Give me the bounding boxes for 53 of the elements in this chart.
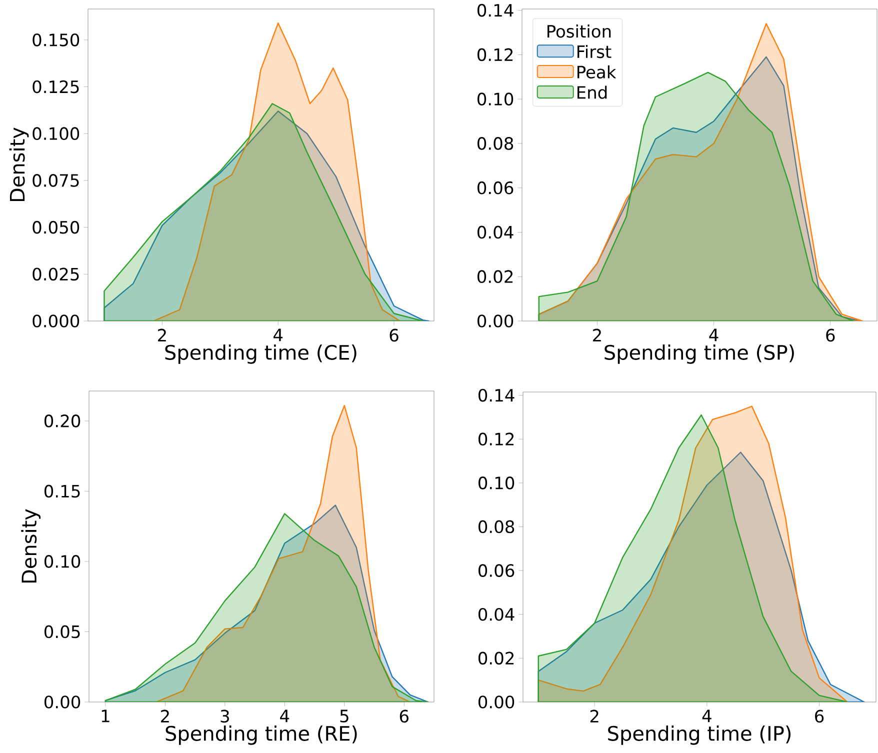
- legend-label: Peak: [578, 65, 616, 78]
- x-tick-label: 2: [593, 328, 601, 342]
- legend-label: First: [578, 44, 612, 58]
- y-tick-label: 0.08: [478, 137, 514, 150]
- x-tick-label: 2: [158, 328, 166, 342]
- y-tick-label: 0.10: [478, 92, 514, 106]
- x-axis-title: Spending time (CE): [165, 344, 356, 364]
- y-tick-label: 0.06: [478, 564, 514, 577]
- x-tick-label: 4: [280, 710, 290, 722]
- y-tick-label: 0.075: [32, 174, 79, 187]
- y-tick-label: 0.100: [32, 127, 80, 140]
- x-axis-title: Spending time (RE): [166, 725, 357, 745]
- x-tick-label: 4: [709, 328, 718, 342]
- y-tick-label: 0.14: [478, 4, 514, 17]
- y-tick-label: 0.06: [478, 181, 514, 194]
- y-axis-title: Density: [9, 128, 29, 202]
- y-tick-label: 0.10: [478, 476, 514, 490]
- y-tick-label: 0.04: [478, 226, 514, 239]
- x-tick-label: 6: [390, 328, 398, 342]
- x-axis-title: Spending time (IP): [608, 725, 791, 745]
- x-tick-label: 6: [826, 328, 835, 342]
- y-tick-label: 0.00: [44, 696, 80, 708]
- x-tick-label: 6: [815, 710, 824, 723]
- y-tick-label: 0.10: [44, 555, 80, 568]
- y-tick-label: 0.20: [44, 414, 80, 428]
- x-tick-label: 5: [340, 710, 348, 722]
- x-tick-label: 1: [102, 710, 110, 722]
- y-tick-label: 0.150: [32, 33, 80, 46]
- y-tick-label: 0.050: [32, 220, 80, 234]
- y-tick-label: 0.00: [478, 314, 514, 328]
- x-tick-label: 4: [274, 328, 283, 342]
- legend-title: Position: [548, 24, 611, 38]
- legend-label: End: [578, 86, 607, 99]
- y-tick-label: 0.000: [32, 314, 80, 328]
- y-axis-title: Density: [21, 509, 41, 583]
- y-tick-label: 0.025: [32, 268, 79, 281]
- x-tick-label: 6: [400, 710, 408, 723]
- y-tick-label: 0.08: [478, 520, 514, 534]
- x-tick-label: 2: [590, 710, 598, 722]
- y-tick-label: 0.12: [478, 432, 514, 446]
- x-tick-label: 3: [220, 710, 229, 723]
- y-tick-label: 0.00: [478, 696, 514, 708]
- y-tick-label: 0.125: [32, 80, 79, 94]
- y-tick-label: 0.04: [478, 608, 514, 621]
- y-tick-label: 0.05: [44, 625, 80, 638]
- x-axis-title: Spending time (SP): [604, 344, 794, 364]
- y-tick-label: 0.02: [478, 270, 513, 284]
- y-tick-label: 0.12: [478, 48, 513, 62]
- x-tick-label: 2: [161, 710, 169, 722]
- y-tick-label: 0.14: [478, 388, 514, 402]
- y-tick-label: 0.15: [44, 484, 80, 498]
- y-tick-label: 0.02: [478, 652, 514, 665]
- x-tick-label: 4: [702, 710, 712, 722]
